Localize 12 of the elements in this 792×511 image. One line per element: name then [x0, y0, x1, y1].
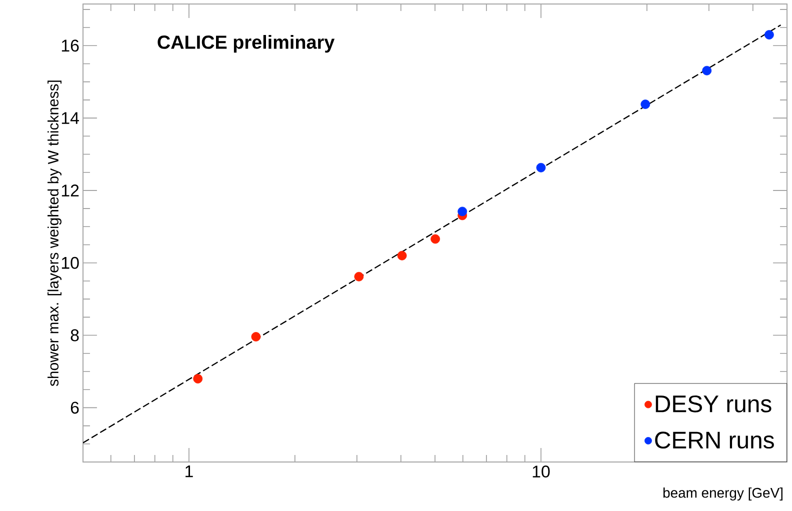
y-tick-label: 14 — [62, 112, 79, 124]
y-tick-label: 12 — [62, 184, 79, 196]
legend-label: DESY runs — [656, 395, 772, 412]
y-axis-title: shower max. [layers weighted by W thickness] — [48, 80, 62, 386]
y-tick-label: 16 — [62, 40, 79, 52]
text: CALICE preliminary — [158, 34, 335, 53]
y-tick-label: 10 — [62, 256, 79, 269]
y-tick-label: 6 — [70, 402, 79, 414]
y-tick-label: 8 — [70, 329, 79, 342]
legend-label: CERN runs — [655, 432, 774, 449]
x-tick-label: 1 — [186, 466, 193, 478]
x-axis-title: beam energy [GeV] — [663, 488, 782, 501]
